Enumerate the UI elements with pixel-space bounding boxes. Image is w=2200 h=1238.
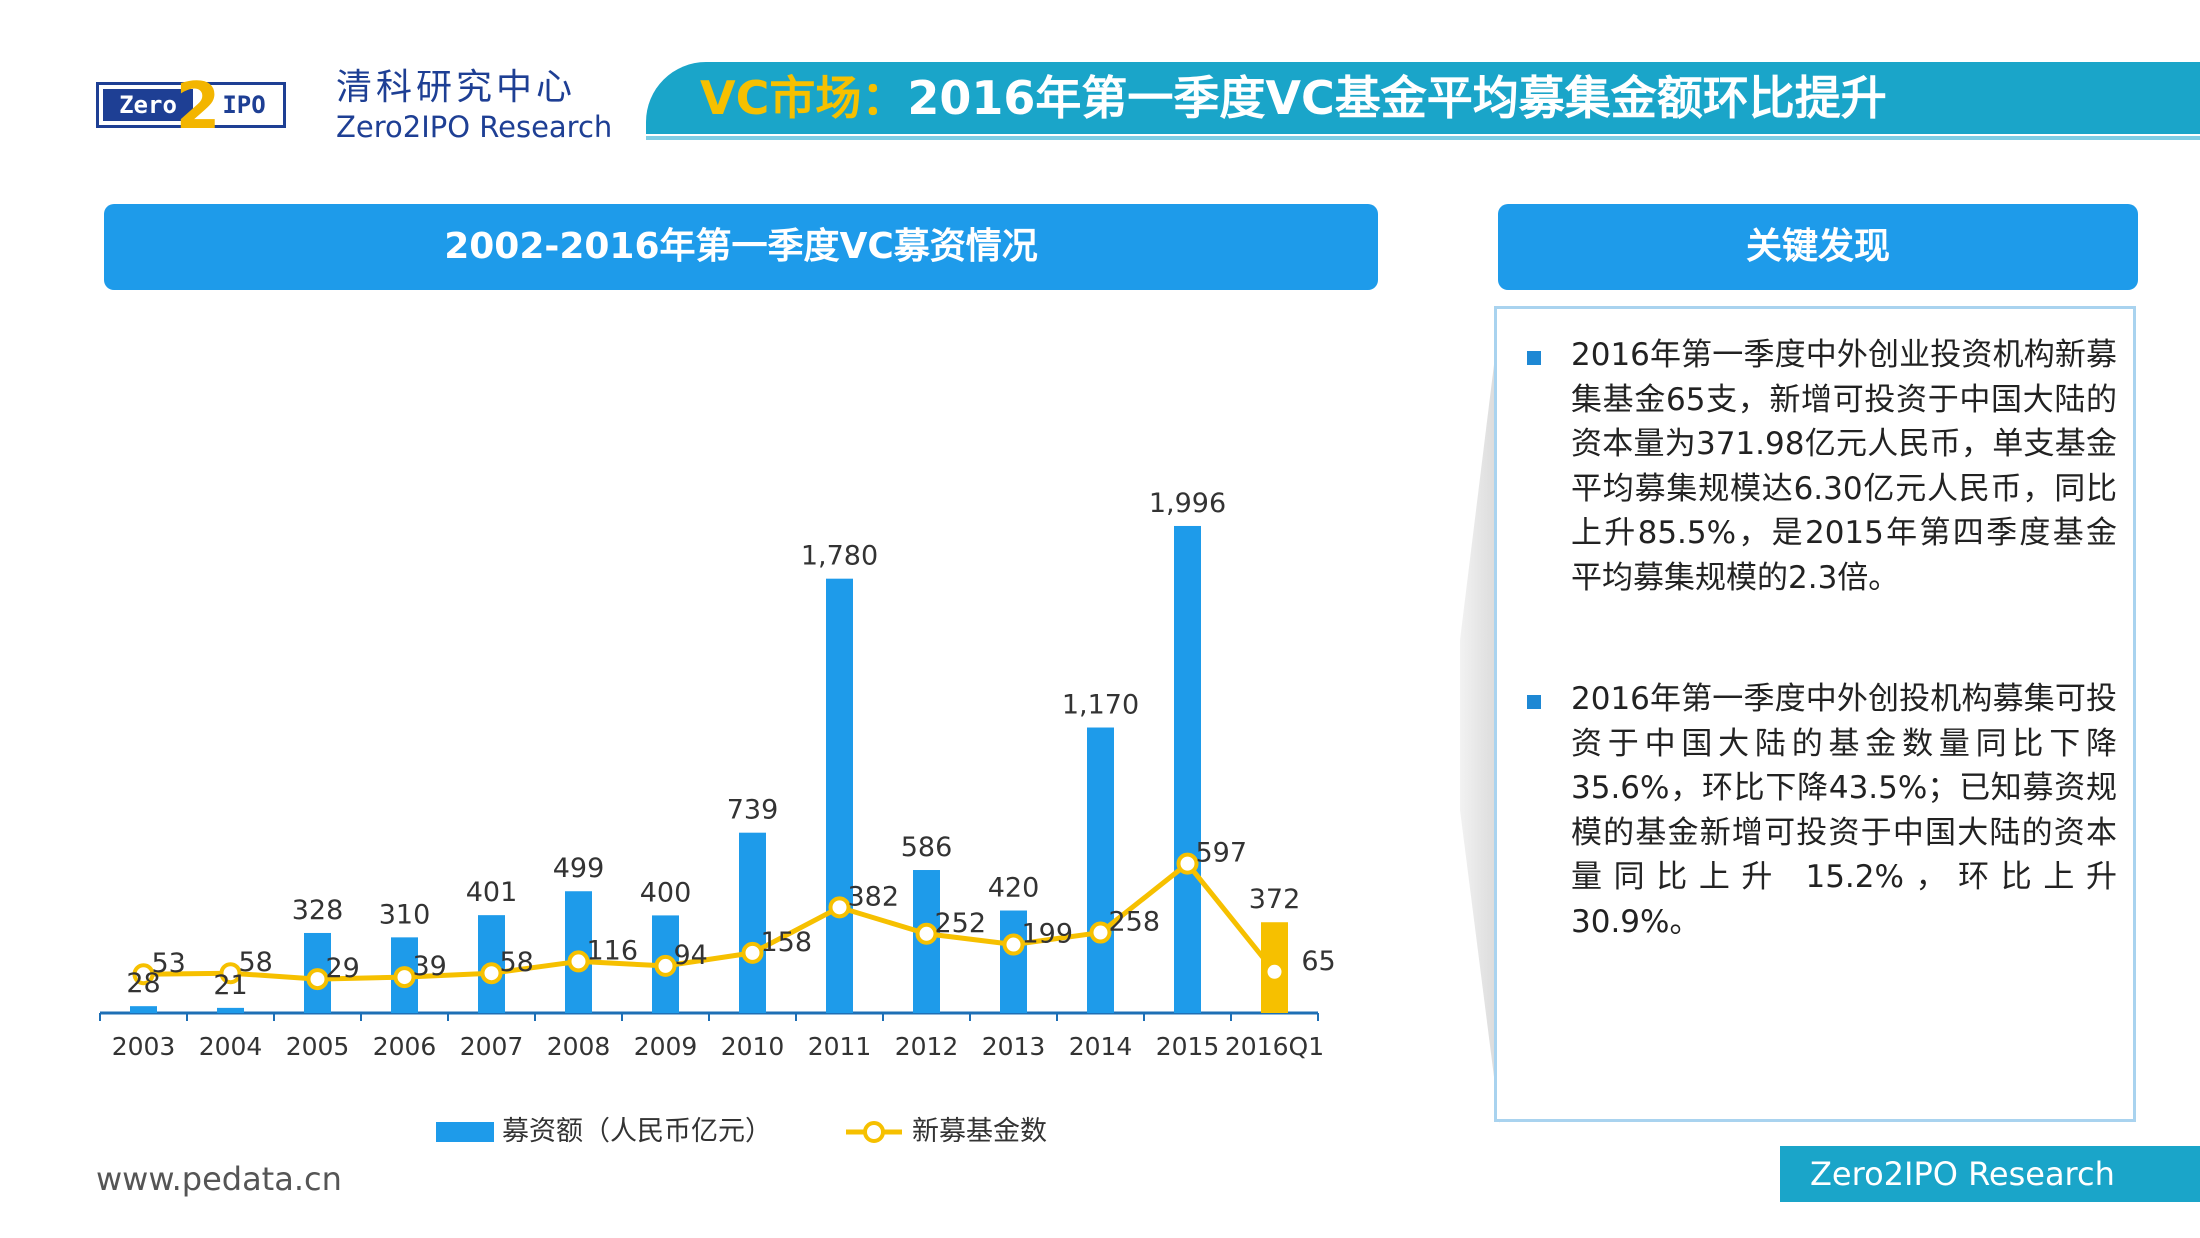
findings-pointer-shape: [1460, 316, 1500, 1124]
line-value-label: 158: [761, 927, 813, 958]
bar-value-label: 586: [901, 832, 953, 863]
logo-zero-text: Zero: [103, 89, 193, 121]
page-title-main: 2016年第一季度VC基金平均募集金额环比提升: [907, 71, 1887, 125]
logo: Zero IPO: [96, 82, 286, 128]
title-underline: [646, 136, 2200, 140]
line-series: [132, 852, 1286, 991]
org-name-cn: 清科研究中心: [336, 67, 577, 108]
square-bullet-icon: [1527, 351, 1541, 365]
x-tick-label: 2016Q1: [1225, 1032, 1324, 1061]
bar-value-label: 328: [292, 895, 344, 926]
line-value-label: 597: [1196, 838, 1248, 869]
bar-value-label: 28: [126, 968, 160, 999]
line-point: [1002, 933, 1025, 956]
line-value-label: 252: [935, 908, 987, 939]
x-tick-label: 2006: [373, 1032, 437, 1061]
page-title: VC市场：2016年第一季度VC基金平均募集金额环比提升: [700, 62, 1887, 134]
footer-url: www.pedata.cn: [96, 1160, 342, 1198]
x-tick-labels: 2003 2004 2005 2006 2007 2008 2009 2010 2011 2012…: [112, 1032, 1324, 1061]
finding-text: 2016年第一季度中外创投机构募集可投资于中国大陆的基金数量同比下降35.6%，…: [1571, 681, 2117, 940]
bar-value-label: 310: [379, 899, 431, 930]
bar: [1087, 727, 1114, 1013]
bar-series: [130, 525, 1288, 1013]
line-point: [741, 941, 764, 964]
line-point: [1263, 960, 1286, 983]
bar-value-label: 1,996: [1149, 488, 1226, 519]
bar-value-label: 420: [988, 873, 1040, 904]
data-labels: 28 21 328 310 401 499 400 739 1,780 586 420 1,170 1,…: [126, 488, 1335, 1001]
logo-two-glyph: 2: [175, 70, 221, 144]
x-tick-label: 2008: [547, 1032, 611, 1061]
x-tick-label: 2009: [634, 1032, 698, 1061]
x-tick-label: 2004: [199, 1032, 263, 1061]
line-point: [480, 962, 503, 985]
finding-text: 2016年第一季度中外创业投资机构新募集基金65支，新增可投资于中国大陆的资本量…: [1571, 337, 2117, 596]
line-value-label: 258: [1109, 907, 1161, 938]
bar: [130, 1006, 157, 1013]
x-tick-label: 2012: [895, 1032, 959, 1061]
x-tick-label: 2005: [286, 1032, 350, 1061]
x-tick-label: 2003: [112, 1032, 176, 1061]
line-value-label: 53: [152, 948, 186, 979]
bar-value-label: 21: [213, 970, 247, 1001]
x-tick-label: 2007: [460, 1032, 524, 1061]
line-point: [1176, 852, 1199, 875]
line-point: [567, 950, 590, 973]
bar-value-label: 372: [1249, 884, 1301, 915]
line-value-label: 65: [1301, 946, 1335, 977]
line-value-label: 116: [587, 935, 639, 966]
line-value-label: 199: [1022, 919, 1074, 950]
x-tick-label: 2010: [721, 1032, 785, 1061]
bar: [739, 832, 766, 1013]
bar-value-label: 1,780: [801, 541, 878, 572]
chart-section-header: 2002-2016年第一季度VC募资情况: [104, 204, 1378, 290]
line-point: [393, 966, 416, 989]
x-tick-label: 2011: [808, 1032, 872, 1061]
line-point: [915, 922, 938, 945]
x-tick-label: 2014: [1069, 1032, 1133, 1061]
bar: [1000, 910, 1027, 1013]
finding-item: 2016年第一季度中外创业投资机构新募集基金65支，新增可投资于中国大陆的资本量…: [1527, 333, 2117, 600]
chart-legend: 募资额（人民币亿元） 新募基金数: [436, 1116, 1047, 1147]
title-bar: [646, 62, 2200, 134]
bar-value-label: 499: [553, 853, 605, 884]
line-value-label: 94: [674, 940, 708, 971]
line-point: [132, 963, 155, 986]
line-point: [1089, 921, 1112, 944]
legend-bar-label: 募资额（人民币亿元）: [502, 1116, 772, 1147]
page-title-accent: VC市场：: [700, 71, 908, 125]
x-tick-label: 2015: [1156, 1032, 1220, 1061]
x-tick-label: 2013: [982, 1032, 1046, 1061]
line-point: [306, 968, 329, 991]
vc-fundraising-chart: 28 21 328 310 401 499 400 739 1,780 586 420 1,170 1,…: [99, 488, 1336, 1147]
line-point: [654, 954, 677, 977]
findings-section-header: 关键发现: [1498, 204, 2138, 290]
legend-bar-swatch: [436, 1122, 494, 1142]
legend-line-marker: [863, 1121, 885, 1143]
logo-ipo-text: IPO: [222, 91, 266, 119]
footer-brand-badge: Zero2IPO Research: [1780, 1146, 2200, 1202]
bar-value-label: 400: [640, 877, 692, 908]
line-value-label: 58: [239, 947, 273, 978]
line-path: [143, 861, 1277, 982]
findings-panel: 2016年第一季度中外创业投资机构新募集基金65支，新增可投资于中国大陆的资本量…: [1494, 306, 2136, 1122]
bar-value-label: 1,170: [1062, 690, 1139, 721]
line-point: [828, 896, 851, 919]
line-value-label: 29: [326, 953, 360, 984]
bar-value-label: 401: [466, 877, 518, 908]
line-value-label: 58: [500, 947, 534, 978]
line-point: [219, 962, 242, 985]
x-axis-ticks: [99, 1013, 1319, 1021]
line-value-label: 382: [848, 881, 900, 912]
square-bullet-icon: [1527, 695, 1541, 709]
finding-item: 2016年第一季度中外创投机构募集可投资于中国大陆的基金数量同比下降35.6%，…: [1527, 677, 2117, 944]
bar-value-label: 739: [727, 795, 779, 826]
bar: [217, 1007, 244, 1013]
org-name-en: Zero2IPO Research: [336, 110, 613, 144]
legend-line-label: 新募基金数: [912, 1116, 1047, 1147]
bar: [1174, 525, 1201, 1013]
bar: [826, 578, 853, 1013]
line-value-label: 39: [413, 951, 447, 982]
